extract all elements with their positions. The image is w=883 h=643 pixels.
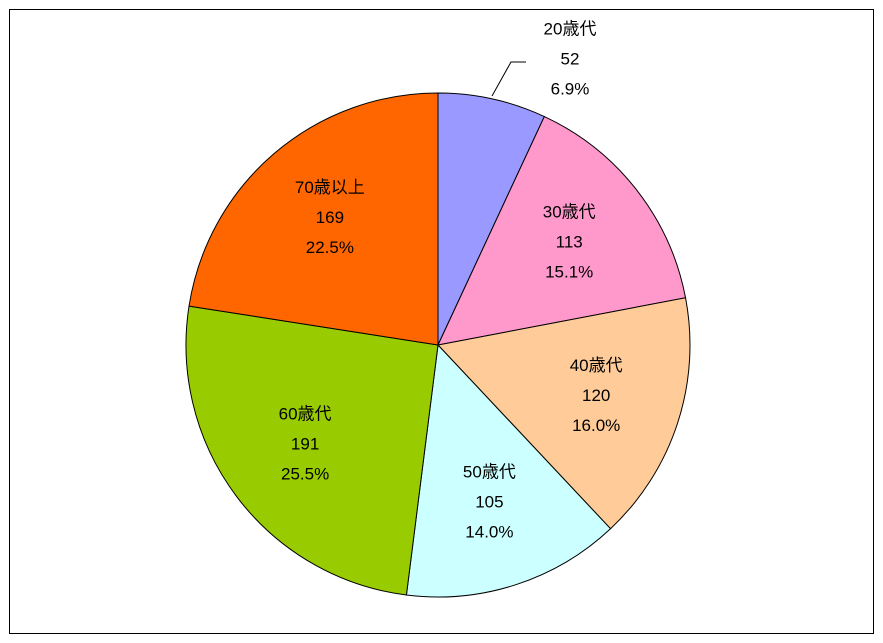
slice-value: 105 — [475, 493, 503, 512]
pie-slice — [405, 343, 612, 598]
slice-label: 40歳代 — [570, 356, 623, 375]
slice-value: 113 — [556, 232, 583, 251]
slice-label: 60歳代 — [279, 404, 332, 423]
pie-slice — [185, 305, 439, 596]
slice-percent: 15.1% — [545, 262, 593, 281]
slice-percent: 25.5% — [281, 464, 329, 483]
slice-label: 20歳代 — [544, 19, 597, 38]
slice-percent: 14.0% — [465, 523, 513, 542]
slice-percent: 6.9% — [551, 79, 590, 98]
pie-slice — [437, 115, 687, 346]
slice-label: 70歳以上 — [295, 178, 365, 197]
pie-slice — [437, 297, 691, 530]
pie-slice — [437, 92, 546, 346]
pie-slice — [188, 92, 439, 346]
leader-line — [491, 61, 526, 97]
slice-value: 52 — [561, 49, 580, 68]
slice-value: 169 — [316, 208, 344, 227]
slice-label: 30歳代 — [543, 202, 596, 221]
slice-label: 50歳代 — [463, 463, 516, 482]
slice-percent: 22.5% — [306, 238, 354, 257]
slice-percent: 16.0% — [572, 416, 620, 435]
slice-value: 120 — [582, 386, 610, 405]
slice-value: 191 — [291, 434, 319, 453]
